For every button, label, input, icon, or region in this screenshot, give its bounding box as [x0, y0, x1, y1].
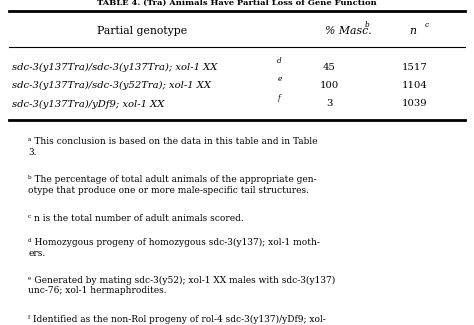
- Text: sdc-3(y137Tra)/sdc-3(y137Tra); xol-1 XX: sdc-3(y137Tra)/sdc-3(y137Tra); xol-1 XX: [12, 63, 217, 72]
- Text: sdc-3(y137Tra)/sdc-3(y52Tra); xol-1 XX: sdc-3(y137Tra)/sdc-3(y52Tra); xol-1 XX: [12, 81, 211, 90]
- Text: ᶠ Identified as the non-Rol progeny of rol-4 sdc-3(y137)/yDf9; xol-
1 hermaphrod: ᶠ Identified as the non-Rol progeny of r…: [28, 315, 326, 325]
- Text: % Masc.: % Masc.: [325, 26, 372, 36]
- Text: ᵃ This conclusion is based on the data in this table and in Table
3.: ᵃ This conclusion is based on the data i…: [28, 137, 318, 157]
- Text: ᵇ The percentage of total adult animals of the appropriate gen-
otype that produ: ᵇ The percentage of total adult animals …: [28, 175, 317, 195]
- Text: 100: 100: [320, 81, 339, 90]
- Text: ᶜ n is the total number of adult animals scored.: ᶜ n is the total number of adult animals…: [28, 214, 244, 223]
- Text: b: b: [365, 21, 370, 29]
- Text: ᵉ Generated by mating sdc-3(y52); xol-1 XX males with sdc-3(y137)
unc-76; xol-1 : ᵉ Generated by mating sdc-3(y52); xol-1 …: [28, 276, 336, 295]
- Text: ᵈ Homozygous progeny of homozygous sdc-3(y137); xol-1 moth-
ers.: ᵈ Homozygous progeny of homozygous sdc-3…: [28, 238, 320, 258]
- Text: f: f: [277, 94, 280, 102]
- Text: e: e: [277, 75, 282, 83]
- Text: c: c: [425, 21, 429, 29]
- Text: 45: 45: [323, 63, 336, 72]
- Text: sdc-3(y137Tra)/yDf9; xol-1 XX: sdc-3(y137Tra)/yDf9; xol-1 XX: [12, 99, 164, 109]
- Text: TABLE 4. (Tra) Animals Have Partial Loss of Gene Function: TABLE 4. (Tra) Animals Have Partial Loss…: [97, 0, 377, 6]
- Text: d: d: [277, 58, 282, 65]
- Text: 1104: 1104: [402, 81, 428, 90]
- Text: 1039: 1039: [402, 99, 428, 109]
- Text: 1517: 1517: [402, 63, 428, 72]
- Text: 3: 3: [326, 99, 333, 109]
- Text: n: n: [409, 26, 416, 36]
- Text: Partial genotype: Partial genotype: [97, 26, 187, 36]
